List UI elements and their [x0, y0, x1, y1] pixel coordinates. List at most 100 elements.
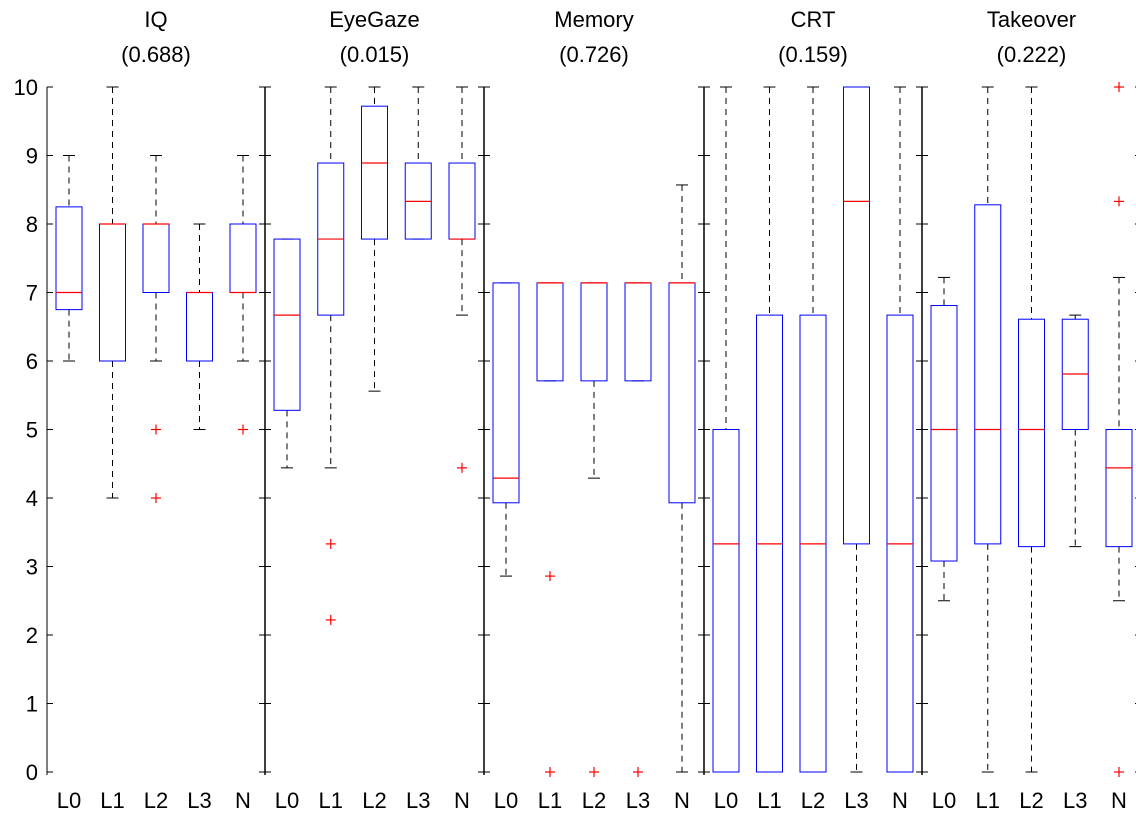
x-tick-label: N — [1111, 788, 1127, 813]
box-l0: L0 — [492, 282, 520, 813]
outlier-marker — [325, 538, 336, 549]
box-l2: L2 — [799, 86, 827, 813]
box-l0: L0 — [712, 86, 740, 813]
panel-title: Takeover — [987, 7, 1076, 32]
panel-title: IQ — [144, 7, 167, 32]
y-tick-label: 8 — [26, 212, 38, 237]
box-l3: L3 — [843, 86, 870, 813]
box-iqr — [536, 282, 564, 382]
box-iqr — [99, 223, 126, 362]
box-l2: L2 — [580, 282, 608, 813]
box-iqr — [580, 282, 608, 382]
box-l2: L2 — [361, 86, 388, 813]
y-tick-label: 4 — [26, 486, 38, 511]
box-l3: L3 — [404, 86, 432, 813]
panel-subtitle: (0.222) — [997, 42, 1067, 67]
box-iqr — [1105, 429, 1133, 548]
x-tick-label: L0 — [494, 788, 518, 813]
x-tick-label: L1 — [757, 788, 781, 813]
box-l2: L2 — [142, 155, 170, 813]
box-n: N — [668, 184, 696, 813]
box-iqr — [492, 282, 520, 504]
box-l1: L1 — [99, 86, 126, 813]
panel-subtitle: (0.726) — [559, 42, 629, 67]
panel-eyegaze: EyeGaze (0.015) L0 L1 L2 L3 N — [265, 7, 484, 813]
box-l1: L1 — [974, 86, 1002, 813]
x-tick-label: L2 — [1019, 788, 1043, 813]
box-iqr — [55, 206, 83, 311]
box-iqr — [668, 282, 696, 504]
box-iqr — [448, 162, 476, 240]
panel-subtitle: (0.159) — [778, 42, 848, 67]
x-tick-label: L3 — [406, 788, 430, 813]
x-tick-label: L2 — [801, 788, 825, 813]
panel-subtitle: (0.015) — [340, 42, 410, 67]
x-tick-label: L1 — [976, 788, 1000, 813]
box-l2: L2 — [1018, 86, 1045, 813]
x-tick-label: N — [674, 788, 690, 813]
panel-title: Memory — [554, 7, 633, 32]
y-tick-label: 2 — [26, 623, 38, 648]
y-tick-label: 3 — [26, 555, 38, 580]
panel-memory: Memory (0.726) L0 L1 L2 L3 N — [484, 7, 704, 813]
box-n: N — [886, 86, 914, 813]
x-tick-label: L3 — [187, 788, 211, 813]
box-iqr — [624, 282, 652, 382]
x-tick-label: L2 — [362, 788, 386, 813]
outlier-marker — [1114, 767, 1124, 777]
x-tick-label: L2 — [144, 788, 168, 813]
outlier-marker — [325, 614, 336, 625]
box-l0: L0 — [273, 238, 301, 813]
y-tick-label: 1 — [26, 692, 38, 717]
box-iqr — [361, 105, 388, 240]
x-tick-label: L3 — [844, 788, 868, 813]
x-tick-label: L3 — [1063, 788, 1087, 813]
box-iqr — [142, 223, 170, 293]
x-tick-label: L1 — [100, 788, 124, 813]
box-l3: L3 — [624, 282, 652, 813]
box-iqr — [1018, 318, 1045, 548]
y-tick-label: 0 — [26, 760, 38, 785]
outlier-marker — [545, 767, 555, 777]
box-l1: L1 — [756, 86, 783, 813]
x-tick-label: L3 — [626, 788, 650, 813]
box-n: N — [229, 155, 257, 813]
box-iqr — [843, 86, 870, 545]
outlier-marker — [633, 767, 643, 777]
box-iqr — [186, 292, 213, 362]
outlier-marker — [1114, 82, 1124, 92]
box-l1: L1 — [317, 86, 345, 813]
box-n: N — [448, 86, 476, 813]
box-l0: L0 — [55, 155, 83, 813]
outlier-marker — [545, 571, 555, 582]
panel-title: EyeGaze — [329, 7, 420, 32]
panel-takeover: Takeover (0.222) L0 L1 L2 L3 N — [922, 7, 1136, 813]
x-tick-label: N — [454, 788, 470, 813]
x-tick-label: L0 — [714, 788, 738, 813]
outlier-marker — [1114, 196, 1124, 207]
panel-title: CRT — [791, 7, 836, 32]
x-tick-label: L2 — [582, 788, 606, 813]
box-l1: L1 — [536, 282, 564, 813]
box-n: N — [1105, 82, 1133, 813]
x-tick-label: L1 — [319, 788, 343, 813]
box-iqr — [712, 429, 740, 773]
y-tick-label: 6 — [26, 349, 38, 374]
outlier-marker — [457, 462, 467, 473]
x-tick-label: L1 — [538, 788, 562, 813]
panel-crt: CRT (0.159) L0 L1 L2 L3 N — [704, 7, 922, 813]
box-l3: L3 — [1061, 314, 1089, 813]
x-tick-label: N — [235, 788, 251, 813]
x-tick-label: L0 — [275, 788, 299, 813]
panel-iq: IQ (0.688) L0 L1 L2 L3 N — [47, 7, 265, 813]
box-l0: L0 — [930, 276, 958, 813]
box-iqr — [930, 305, 958, 562]
x-tick-label: L0 — [57, 788, 81, 813]
outlier-marker — [151, 424, 161, 435]
x-tick-label: N — [892, 788, 908, 813]
box-l3: L3 — [186, 223, 213, 813]
box-iqr — [974, 204, 1002, 545]
box-iqr — [273, 238, 301, 411]
outlier-marker — [238, 424, 248, 435]
